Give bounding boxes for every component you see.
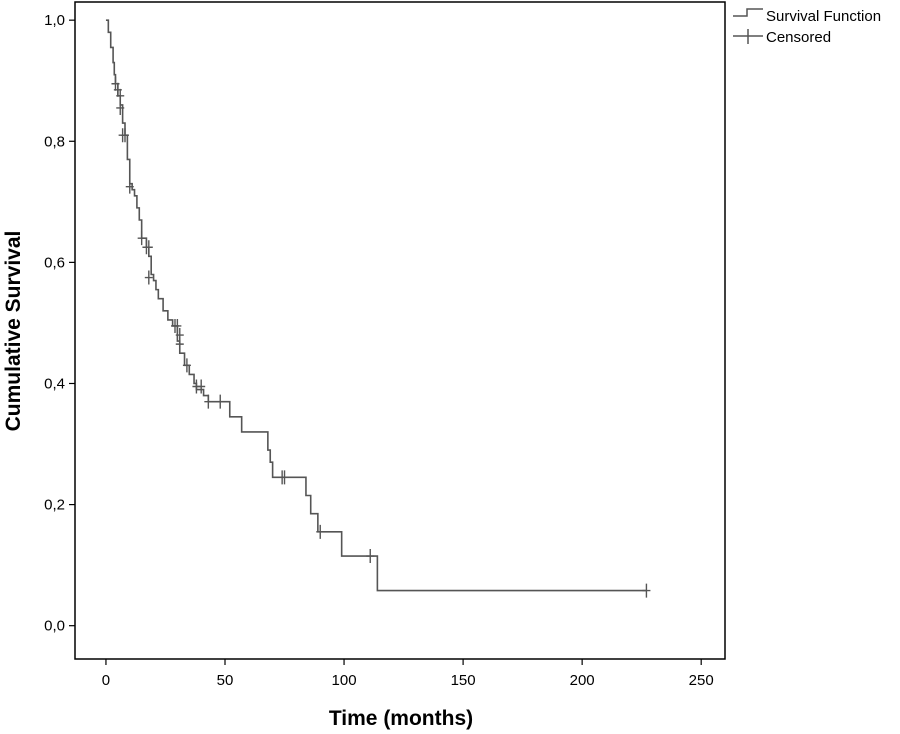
x-tick-label: 50 <box>217 672 234 689</box>
y-axis: 0,0 0,2 0,4 0,6 0,8 1,0 <box>44 12 75 635</box>
censored-markers <box>111 76 651 598</box>
x-tick-label: 150 <box>451 672 476 689</box>
legend-label-survival-function: Survival Function <box>766 8 881 25</box>
censored-marker <box>137 231 146 246</box>
legend: Survival Function Censored <box>733 8 881 46</box>
x-axis-title: Time (months) <box>329 707 473 730</box>
censored-marker <box>642 583 651 598</box>
legend-item-survival-function: Survival Function <box>733 8 881 25</box>
censored-marker <box>204 394 213 409</box>
y-tick-label: 0,8 <box>44 133 65 150</box>
censored-marker <box>121 128 129 143</box>
y-tick-label: 0,0 <box>44 618 65 635</box>
censored-marker <box>125 179 134 194</box>
censored-marker <box>144 240 153 255</box>
plot-frame <box>74 1 726 660</box>
y-tick-label: 0,2 <box>44 497 65 514</box>
censored-marker <box>366 549 375 564</box>
y-tick-label: 1,0 <box>44 12 65 29</box>
censored-marker <box>173 318 182 333</box>
y-tick-label: 0,4 <box>44 375 65 392</box>
y-axis-title: Cumulative Survival <box>2 231 25 432</box>
censored-marker <box>197 379 206 394</box>
censored-marker <box>116 88 125 103</box>
censored-marker <box>182 358 191 373</box>
censored-marker <box>316 524 325 539</box>
legend-item-censored: Censored <box>733 29 831 46</box>
censored-marker <box>280 470 289 485</box>
censored-marker <box>175 337 184 352</box>
y-tick-label: 0,6 <box>44 254 65 271</box>
x-tick-label: 200 <box>570 672 595 689</box>
censored-marker <box>116 100 125 115</box>
series-layer <box>105 19 647 592</box>
x-tick-label: 100 <box>332 672 357 689</box>
legend-step-line-icon <box>733 8 763 17</box>
x-tick-label: 0 <box>102 672 110 689</box>
legend-label-censored: Censored <box>766 29 831 46</box>
x-tick-label: 250 <box>689 672 714 689</box>
censored-marker <box>216 394 225 409</box>
x-axis: 0 50 100 150 200 250 <box>102 659 714 689</box>
censored-marker <box>144 270 153 285</box>
survival-function-line <box>105 19 647 592</box>
